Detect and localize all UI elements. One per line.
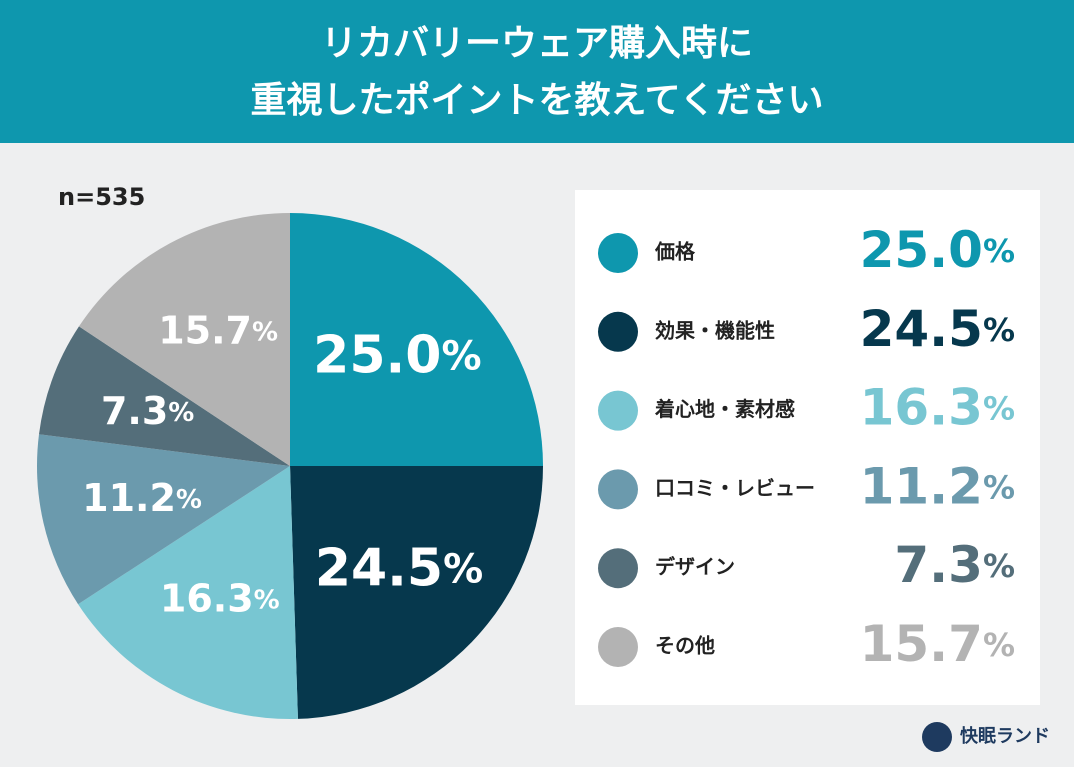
brand-name: 快眠ランド (960, 725, 1050, 747)
pie-slice (38, 326, 290, 466)
legend-swatch (598, 311, 638, 352)
legend-value: 25.0% (860, 221, 1015, 279)
pie-slice (36, 434, 290, 605)
legend-swatch (598, 390, 638, 431)
legend-label: その他 (655, 634, 715, 658)
slice-label: 16.3% (160, 576, 280, 620)
legend-value: 16.3% (860, 378, 1015, 436)
legend-box (575, 190, 1040, 705)
legend-label: 価格 (654, 240, 696, 264)
legend-swatch (598, 233, 638, 273)
legend-swatch (598, 469, 638, 510)
slice-label: 24.5% (315, 539, 483, 599)
legend-swatch (598, 627, 638, 667)
pie-slice (78, 213, 291, 466)
legend-label: 効果・機能性 (655, 318, 775, 342)
legend-label: 着心地・素材感 (654, 397, 795, 421)
pie-slice (78, 466, 298, 720)
sample-size: n=535 (58, 183, 145, 211)
legend-value: 15.7% (860, 615, 1015, 673)
chart-title: リカバリーウェア購入時に (321, 23, 753, 64)
slice-label: 11.2% (82, 476, 202, 520)
header (0, 0, 1074, 143)
legend-swatch (598, 548, 638, 589)
legend-label: デザイン (655, 555, 735, 579)
legend-value: 7.3% (894, 536, 1015, 594)
pie-slice (290, 213, 543, 466)
chart-title: 重視したポイントを教えてください (250, 79, 823, 121)
slice-label: 25.0% (313, 326, 481, 386)
pie-slice (290, 466, 543, 719)
slice-label: 15.7% (158, 308, 278, 352)
legend-value: 11.2% (860, 457, 1015, 515)
legend-label: 口コミ・レビュー (655, 476, 815, 500)
brand-logo (922, 722, 952, 752)
legend-value: 24.5% (860, 299, 1015, 357)
slice-label: 7.3% (101, 389, 194, 433)
